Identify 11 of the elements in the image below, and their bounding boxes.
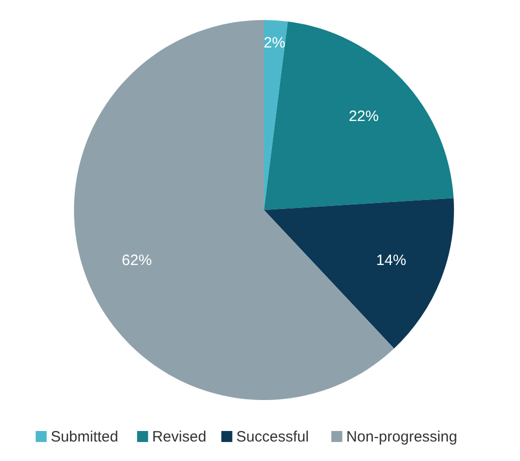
pie-slice [264, 198, 454, 349]
legend-label: Revised [152, 428, 206, 446]
legend-label: Submitted [50, 428, 118, 446]
pie-slice [264, 20, 288, 210]
data-label: 14% [376, 252, 406, 269]
legend-label: Non-progressing [346, 428, 458, 446]
legend-label: Successful [236, 428, 309, 446]
data-label: 62% [122, 252, 152, 269]
pie-slice [264, 22, 454, 210]
data-label: 22% [348, 108, 379, 125]
data-label: 2% [264, 34, 286, 52]
